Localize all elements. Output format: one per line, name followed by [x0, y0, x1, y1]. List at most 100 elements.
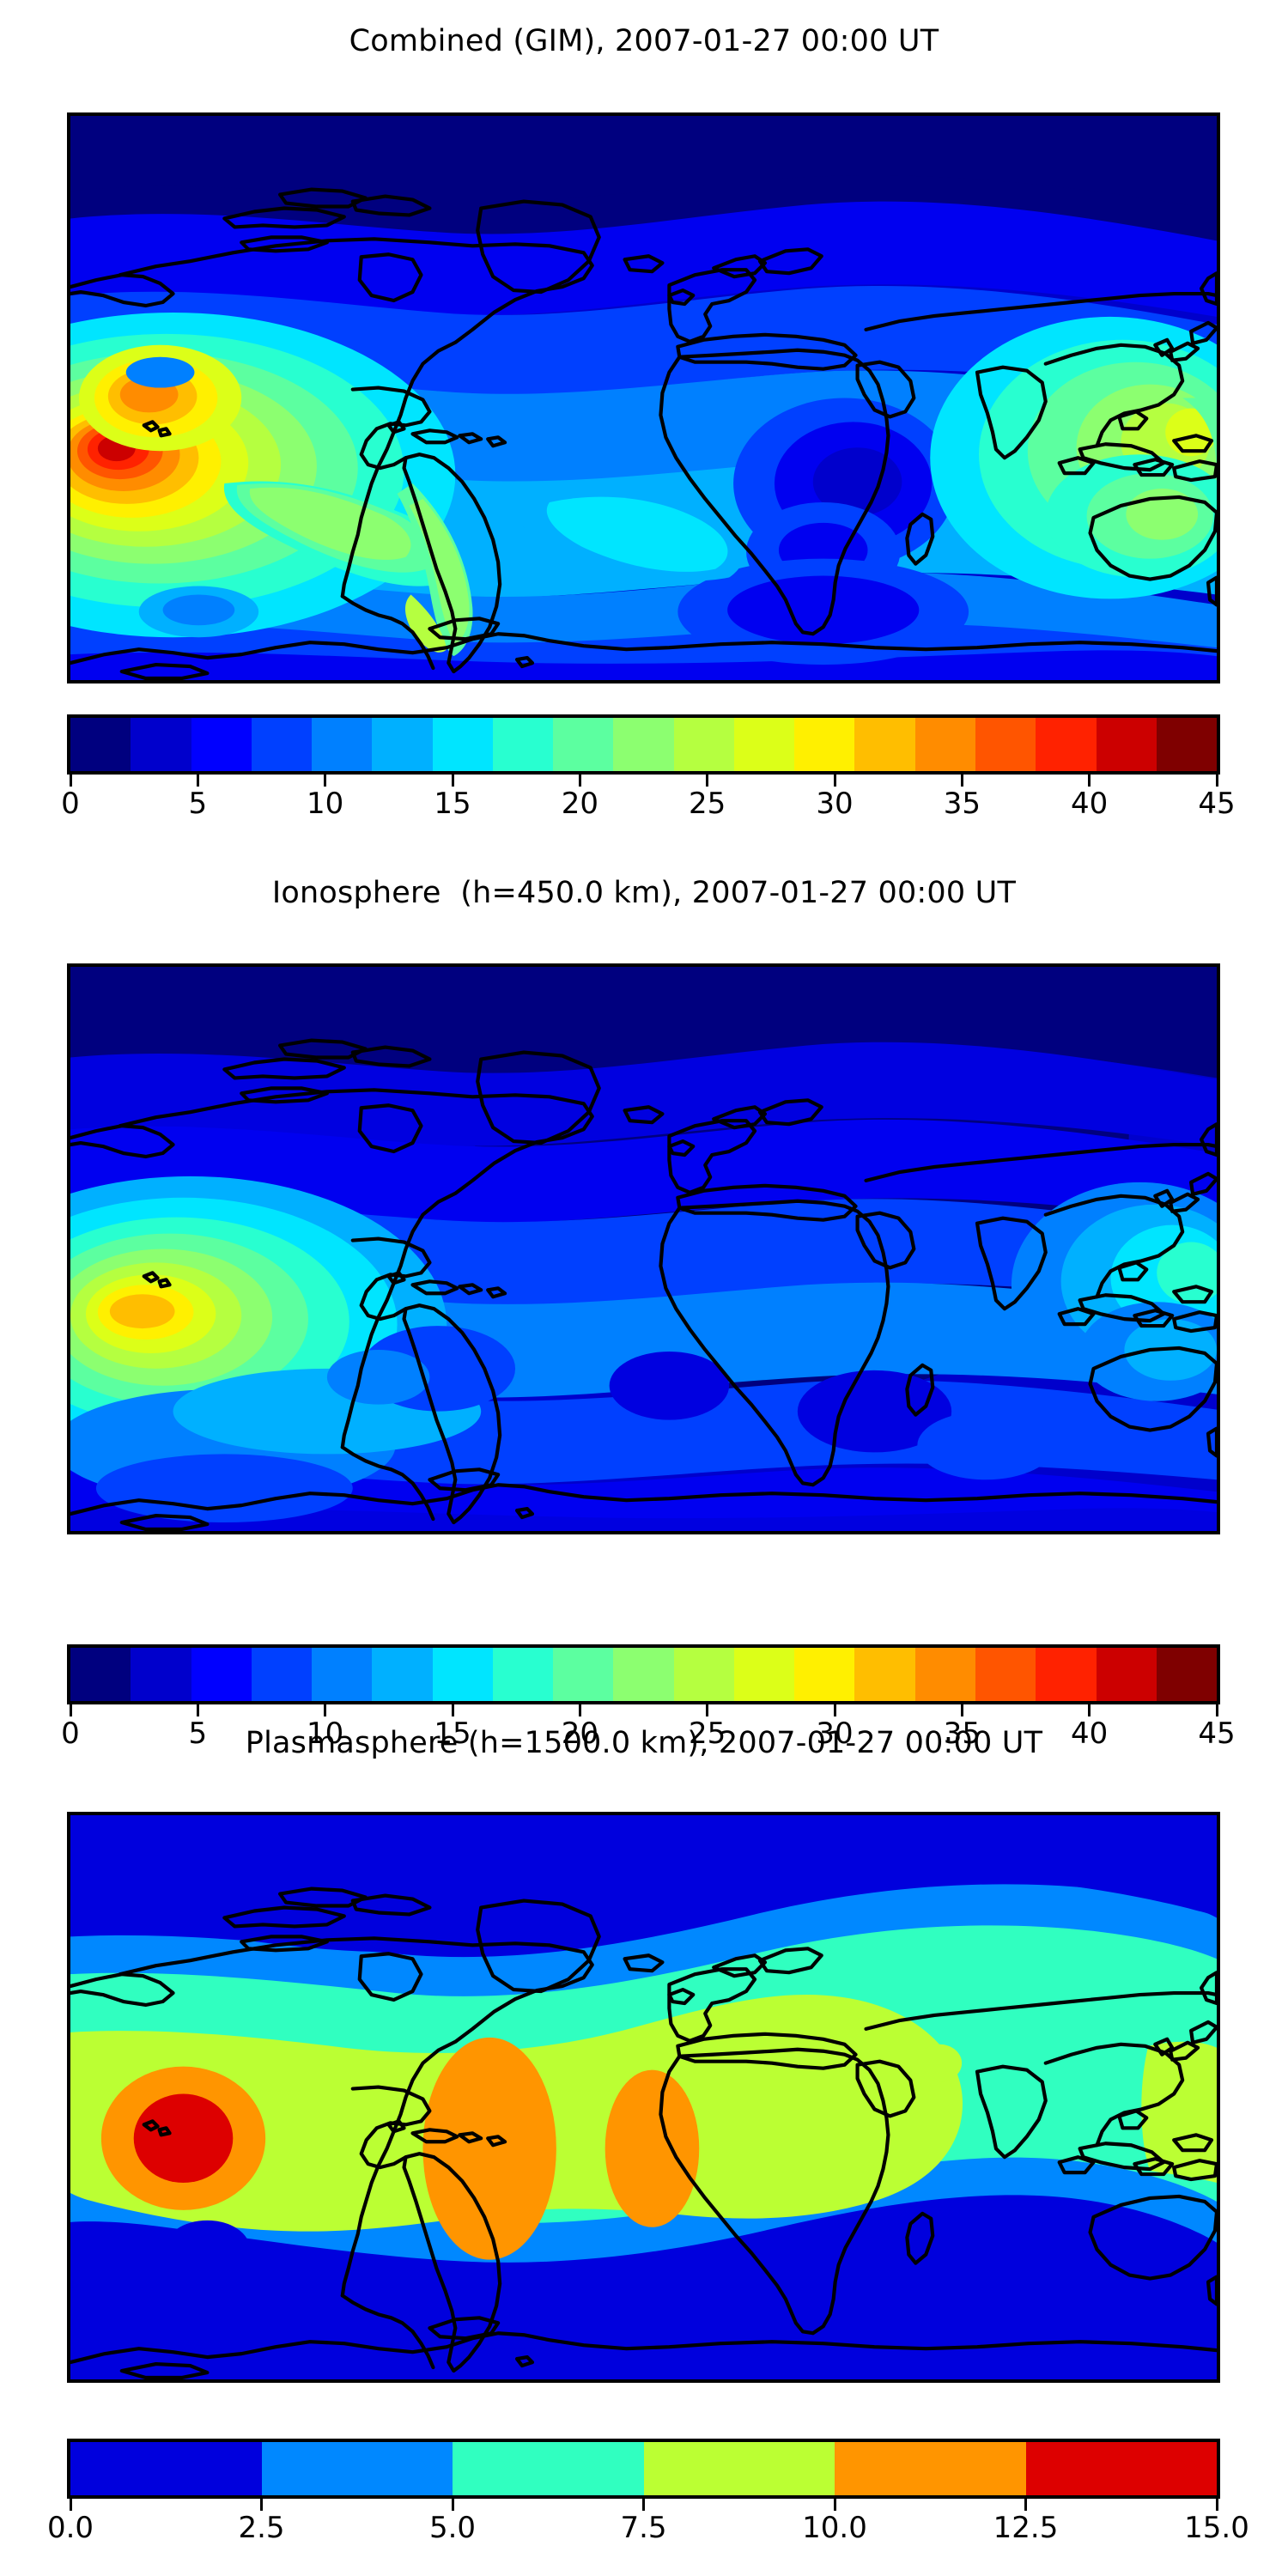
colorbar-tick-3 [642, 2499, 645, 2511]
combined-gim-contour-svg [70, 116, 1217, 680]
colorbar-band-5 [372, 718, 433, 771]
colorbar-tick-label-2: 10 [307, 787, 344, 821]
colorbar-tick-4 [833, 2499, 836, 2511]
colorbar-band-3 [643, 2442, 835, 2495]
colorbar-tick-label-0: 0 [61, 787, 80, 821]
colorbar-band-2 [191, 718, 252, 771]
combined-gim-colorbar-ticks [67, 775, 1220, 787]
colorbar-band-3 [251, 718, 313, 771]
colorbar-tick-label-8: 40 [1071, 787, 1109, 821]
colorbar-tick-label-5: 25 [689, 1716, 726, 1751]
colorbar-band-14 [914, 1648, 975, 1701]
colorbar-tick-0 [69, 775, 72, 787]
plasmasphere-colorbar-bands [67, 2439, 1220, 2499]
colorbar-tick-6 [833, 1704, 836, 1716]
colorbar-band-4 [312, 718, 373, 771]
colorbar-tick-label-4: 20 [561, 787, 598, 821]
combined-gim-map [67, 112, 1220, 683]
colorbar-band-7 [492, 1648, 554, 1701]
ionosphere-contour-svg [70, 967, 1217, 1531]
colorbar-band-2 [191, 1648, 252, 1701]
colorbar-band-17 [1096, 1648, 1157, 1701]
colorbar-tick-9 [1215, 1704, 1218, 1716]
colorbar-band-0 [70, 2442, 262, 2495]
colorbar-band-1 [261, 2442, 453, 2495]
colorbar-tick-label-4: 20 [561, 1716, 598, 1751]
colorbar-tick-6 [833, 775, 836, 787]
colorbar-tick-label-0: 0.0 [46, 2511, 94, 2545]
colorbar-band-10 [673, 1648, 734, 1701]
colorbar-tick-2 [324, 775, 327, 787]
colorbar-band-11 [733, 718, 795, 771]
plasmasphere-colorbar-ticks [67, 2499, 1220, 2511]
colorbar-band-3 [251, 1648, 313, 1701]
combined-gim-colorbar: 0 5 10 15 20 25 30 35 40 45 [61, 714, 1236, 826]
colorbar-tick-5 [706, 1704, 709, 1716]
colorbar-tick-5 [1024, 2499, 1027, 2511]
colorbar-tick-label-4: 10.0 [802, 2511, 867, 2545]
colorbar-band-4 [835, 2442, 1026, 2495]
colorbar-band-2 [453, 2442, 644, 2495]
colorbar-band-17 [1096, 718, 1157, 771]
colorbar-band-9 [613, 718, 674, 771]
panel-plasmasphere: Plasmasphere (h=1500.0 km), 2007-01-27 0… [0, 1726, 1288, 1760]
colorbar-tick-label-6: 30 [816, 1716, 854, 1751]
colorbar-band-0 [70, 718, 131, 771]
colorbar-band-15 [975, 1648, 1036, 1701]
colorbar-tick-7 [960, 1704, 963, 1716]
colorbar-tick-6 [1215, 2499, 1218, 2511]
colorbar-band-6 [432, 1648, 493, 1701]
panel-combined-gim: Combined (GIM), 2007-01-27 00:00 UT [0, 24, 1288, 58]
combined-gim-colorbar-labels: 0 5 10 15 20 25 30 35 40 45 [61, 787, 1235, 826]
colorbar-tick-3 [451, 1704, 454, 1716]
colorbar-tick-8 [1088, 1704, 1091, 1716]
colorbar-band-14 [914, 718, 975, 771]
colorbar-tick-label-7: 35 [943, 787, 981, 821]
colorbar-tick-label-0: 0 [61, 1716, 80, 1751]
colorbar-tick-label-9: 45 [1198, 787, 1236, 821]
plasmasphere-colorbar: 0.0 2.5 5.0 7.5 10.0 12.5 15.0 [47, 2439, 1249, 2550]
colorbar-tick-5 [706, 775, 709, 787]
colorbar-tick-label-5: 25 [689, 787, 726, 821]
colorbar-tick-7 [960, 775, 963, 787]
panel-ionosphere: Ionosphere (h=450.0 km), 2007-01-27 00:0… [0, 876, 1288, 910]
colorbar-band-5 [372, 1648, 433, 1701]
ionosphere-colorbar-bands [67, 1644, 1220, 1704]
colorbar-tick-2 [451, 2499, 454, 2511]
colorbar-tick-9 [1215, 775, 1218, 787]
colorbar-tick-label-6: 30 [816, 787, 854, 821]
colorbar-band-12 [794, 1648, 855, 1701]
colorbar-band-9 [613, 1648, 674, 1701]
colorbar-band-18 [1156, 1648, 1217, 1701]
panel-title-plasmasphere: Plasmasphere (h=1500.0 km), 2007-01-27 0… [245, 1726, 1043, 1760]
colorbar-band-15 [975, 718, 1036, 771]
colorbar-tick-4 [578, 1704, 581, 1716]
colorbar-tick-label-2: 10 [307, 1716, 344, 1751]
colorbar-band-18 [1156, 718, 1217, 771]
colorbar-band-6 [432, 718, 493, 771]
plasmasphere-colorbar-labels: 0.0 2.5 5.0 7.5 10.0 12.5 15.0 [47, 2511, 1249, 2550]
colorbar-band-8 [553, 718, 614, 771]
plasmasphere-map [67, 1812, 1220, 2383]
colorbar-tick-label-3: 7.5 [620, 2511, 667, 2545]
colorbar-tick-8 [1088, 775, 1091, 787]
colorbar-band-13 [854, 718, 915, 771]
panel-title-ionosphere: Ionosphere (h=450.0 km), 2007-01-27 00:0… [271, 876, 1017, 910]
panel-title-combined-gim: Combined (GIM), 2007-01-27 00:00 UT [349, 24, 939, 58]
colorbar-tick-1 [196, 1704, 199, 1716]
combined-gim-colorbar-bands [67, 714, 1220, 775]
ionosphere-colorbar-ticks [67, 1704, 1220, 1716]
colorbar-band-16 [1036, 1648, 1097, 1701]
plasmasphere-contour-svg [70, 1815, 1217, 2379]
colorbar-tick-label-1: 5 [188, 1716, 208, 1751]
colorbar-tick-2 [324, 1704, 327, 1716]
colorbar-band-1 [131, 1648, 191, 1701]
colorbar-band-4 [312, 1648, 373, 1701]
colorbar-tick-label-1: 5 [188, 787, 208, 821]
colorbar-tick-0 [69, 2499, 72, 2511]
colorbar-band-8 [553, 1648, 614, 1701]
colorbar-tick-3 [451, 775, 454, 787]
colorbar-tick-0 [69, 1704, 72, 1716]
ionosphere-colorbar-labels: 0 5 10 15 20 25 30 35 40 45 [61, 1716, 1235, 1756]
